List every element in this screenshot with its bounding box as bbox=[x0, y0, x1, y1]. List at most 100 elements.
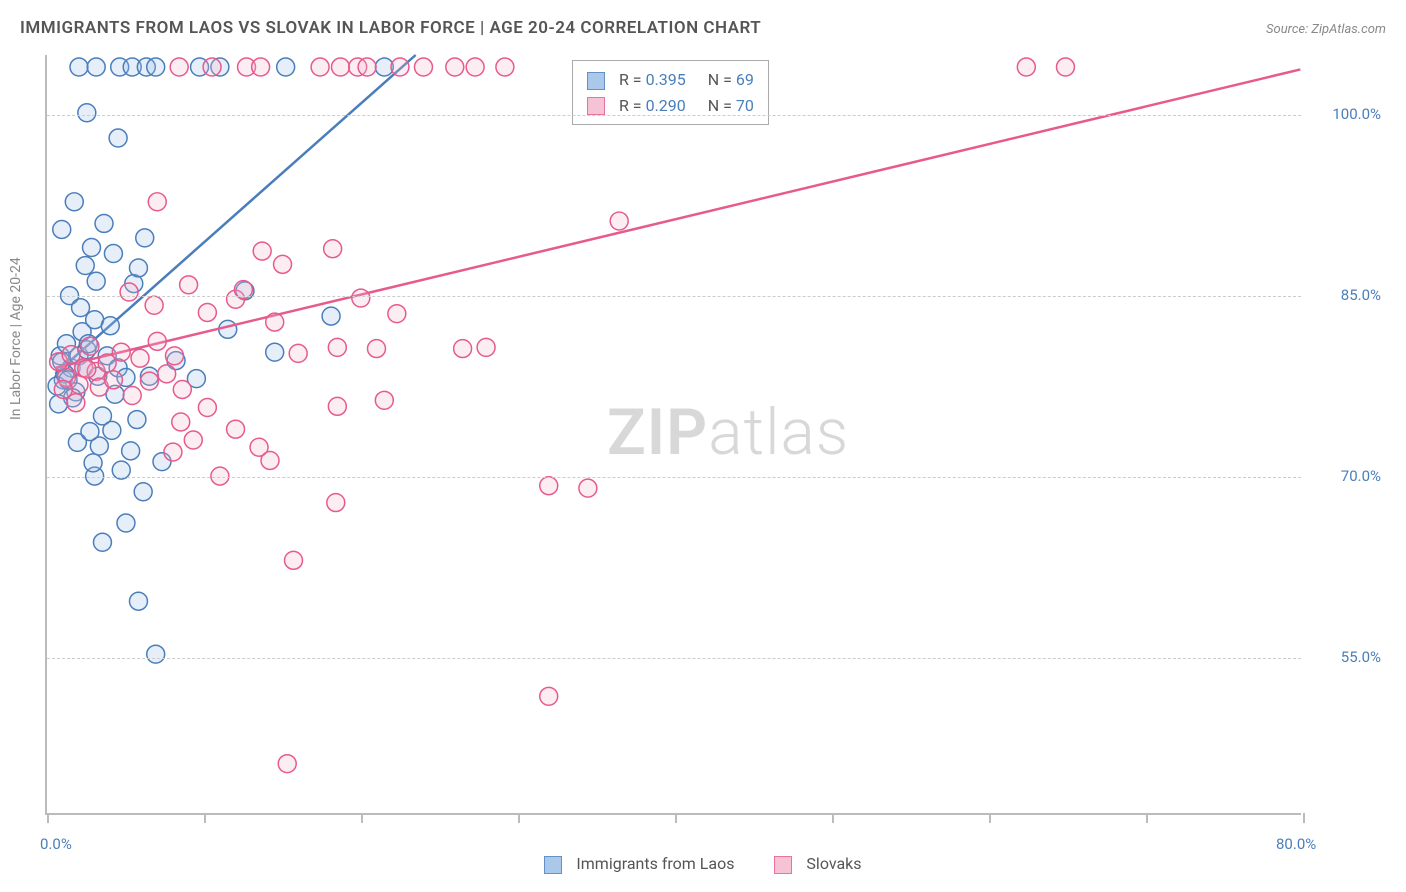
gridline bbox=[47, 296, 1301, 297]
x-tick bbox=[989, 813, 991, 823]
n-value-slovaks: 70 bbox=[736, 96, 754, 115]
data-point-laos bbox=[101, 317, 119, 335]
data-point-slovaks bbox=[368, 340, 386, 358]
data-point-laos bbox=[83, 239, 101, 257]
data-point-slovaks bbox=[331, 58, 349, 76]
x-tick bbox=[832, 813, 834, 823]
source-attribution: Source: ZipAtlas.com bbox=[1266, 22, 1386, 37]
data-point-slovaks bbox=[112, 343, 130, 361]
data-point-laos bbox=[84, 454, 102, 472]
data-point-slovaks bbox=[540, 477, 558, 495]
data-point-laos bbox=[70, 58, 88, 76]
x-axis-max-label: 80.0% bbox=[1276, 835, 1316, 853]
legend-item-laos: Immigrants from Laos bbox=[544, 854, 734, 874]
data-point-laos bbox=[87, 272, 105, 290]
data-point-slovaks bbox=[477, 338, 495, 356]
swatch-laos bbox=[587, 72, 605, 90]
data-point-slovaks bbox=[164, 443, 182, 461]
data-point-laos bbox=[81, 423, 99, 441]
data-point-slovaks bbox=[610, 212, 628, 230]
data-point-slovaks bbox=[1017, 58, 1035, 76]
data-point-laos bbox=[322, 307, 340, 325]
data-point-slovaks bbox=[454, 340, 472, 358]
data-point-slovaks bbox=[446, 58, 464, 76]
data-point-laos bbox=[122, 442, 140, 460]
data-point-slovaks bbox=[211, 467, 229, 485]
data-point-slovaks bbox=[170, 58, 188, 76]
data-point-laos bbox=[95, 214, 113, 232]
data-point-slovaks bbox=[540, 687, 558, 705]
data-point-slovaks bbox=[328, 397, 346, 415]
data-point-laos bbox=[93, 533, 111, 551]
data-point-slovaks bbox=[414, 58, 432, 76]
data-point-slovaks bbox=[140, 372, 158, 390]
data-point-slovaks bbox=[352, 289, 370, 307]
y-tick-label: 100.0% bbox=[1311, 105, 1381, 123]
data-point-laos bbox=[277, 58, 295, 76]
data-point-laos bbox=[109, 129, 127, 147]
data-point-slovaks bbox=[311, 58, 329, 76]
data-point-laos bbox=[87, 58, 105, 76]
data-point-slovaks bbox=[266, 313, 284, 331]
data-point-slovaks bbox=[81, 337, 99, 355]
series-legend: Immigrants from Laos Slovaks bbox=[0, 854, 1406, 874]
data-point-laos bbox=[117, 514, 135, 532]
data-point-slovaks bbox=[579, 479, 597, 497]
data-point-slovaks bbox=[274, 255, 292, 273]
data-point-slovaks bbox=[131, 349, 149, 367]
data-point-slovaks bbox=[1056, 58, 1074, 76]
data-point-slovaks bbox=[173, 381, 191, 399]
r-label: R = bbox=[619, 96, 642, 115]
data-point-slovaks bbox=[375, 391, 393, 409]
data-point-slovaks bbox=[285, 551, 303, 569]
data-point-slovaks bbox=[327, 494, 345, 512]
data-point-slovaks bbox=[145, 296, 163, 314]
data-point-laos bbox=[129, 259, 147, 277]
r-label: R = bbox=[619, 70, 642, 89]
data-point-laos bbox=[266, 343, 284, 361]
data-point-laos bbox=[72, 299, 90, 317]
x-tick bbox=[1146, 813, 1148, 823]
data-point-slovaks bbox=[67, 394, 85, 412]
legend-label-laos: Immigrants from Laos bbox=[576, 854, 734, 873]
x-axis-min-label: 0.0% bbox=[40, 835, 72, 853]
data-point-laos bbox=[128, 411, 146, 429]
data-point-slovaks bbox=[388, 305, 406, 323]
data-point-slovaks bbox=[466, 58, 484, 76]
data-point-slovaks bbox=[391, 58, 409, 76]
gridline bbox=[47, 115, 1301, 116]
data-point-slovaks bbox=[278, 755, 296, 773]
data-point-slovaks bbox=[123, 387, 141, 405]
data-point-slovaks bbox=[252, 58, 270, 76]
data-point-slovaks bbox=[198, 304, 216, 322]
gridline bbox=[47, 477, 1301, 478]
data-point-slovaks bbox=[166, 347, 184, 365]
data-point-laos bbox=[103, 421, 121, 439]
y-tick-label: 70.0% bbox=[1311, 467, 1381, 485]
data-point-slovaks bbox=[253, 242, 271, 260]
data-point-slovaks bbox=[184, 431, 202, 449]
legend-item-slovaks: Slovaks bbox=[774, 854, 861, 874]
data-point-slovaks bbox=[496, 58, 514, 76]
data-point-laos bbox=[147, 58, 165, 76]
data-point-slovaks bbox=[198, 399, 216, 417]
swatch-slovaks bbox=[774, 856, 792, 874]
chart-title: IMMIGRANTS FROM LAOS VS SLOVAK IN LABOR … bbox=[20, 18, 761, 38]
data-point-slovaks bbox=[148, 332, 166, 350]
x-tick bbox=[204, 813, 206, 823]
data-point-slovaks bbox=[289, 344, 307, 362]
data-point-laos bbox=[65, 193, 83, 211]
data-point-slovaks bbox=[358, 58, 376, 76]
x-tick bbox=[361, 813, 363, 823]
swatch-laos bbox=[544, 856, 562, 874]
data-point-slovaks bbox=[324, 240, 342, 258]
x-tick bbox=[675, 813, 677, 823]
r-value-slovaks: 0.290 bbox=[646, 96, 686, 115]
data-point-laos bbox=[104, 245, 122, 263]
data-point-slovaks bbox=[158, 365, 176, 383]
x-tick bbox=[1303, 813, 1305, 823]
x-tick bbox=[518, 813, 520, 823]
plot-area: ZIPatlas R =0.395 N =69 R =0.290 N =70 5… bbox=[45, 55, 1301, 815]
data-point-laos bbox=[147, 645, 165, 663]
n-label: N = bbox=[708, 70, 732, 89]
